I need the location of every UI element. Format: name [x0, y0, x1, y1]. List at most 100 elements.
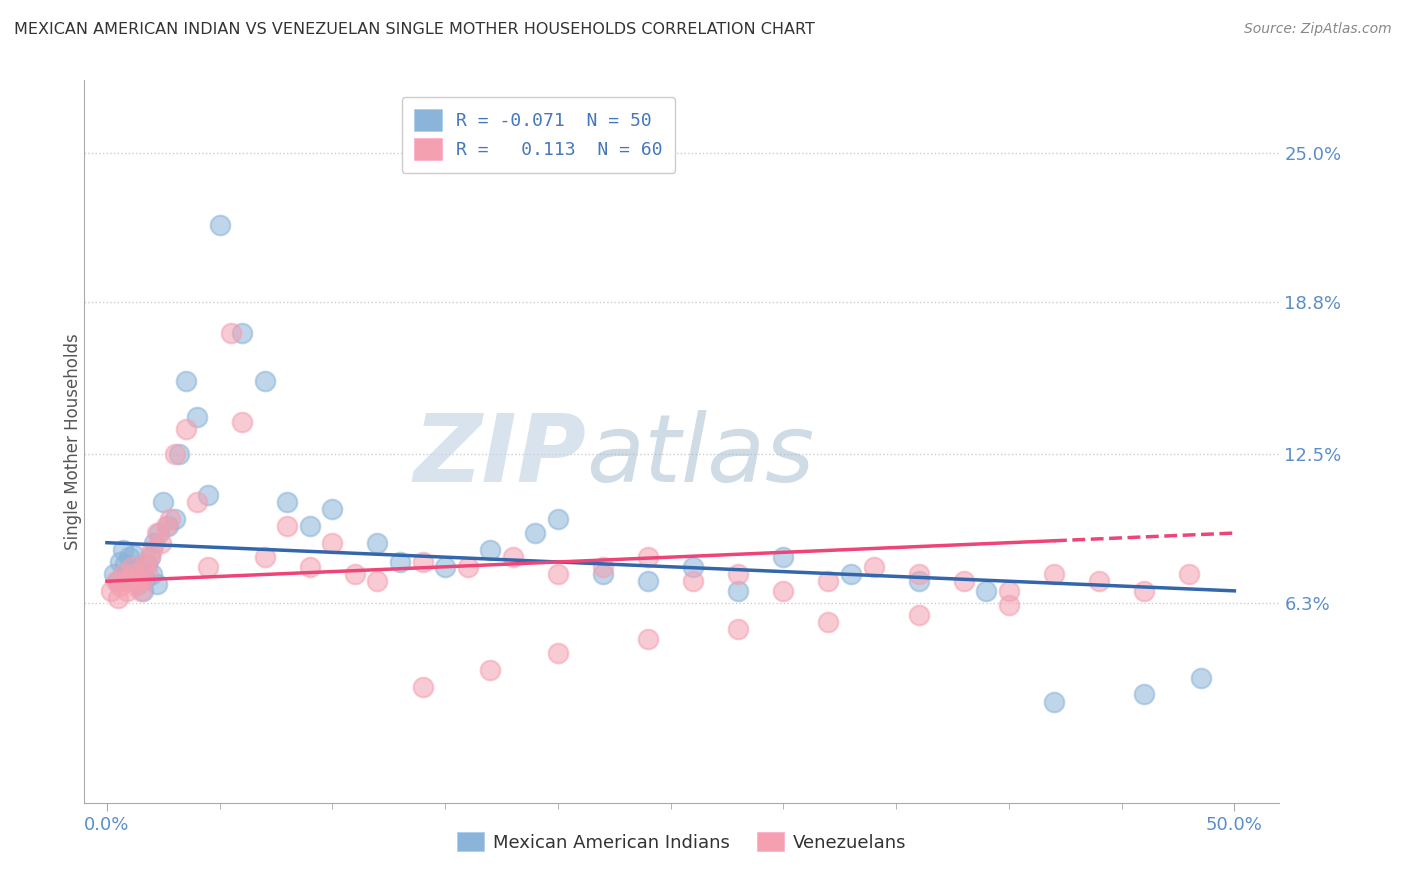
- Point: [276, 519, 298, 533]
- Point: [998, 583, 1021, 598]
- Point: [115, 565, 138, 579]
- Point: [129, 583, 152, 598]
- Point: [114, 558, 136, 572]
- Point: [132, 572, 155, 586]
- Point: [1189, 671, 1212, 685]
- Point: [907, 567, 929, 582]
- Point: [389, 555, 412, 569]
- Point: [167, 446, 190, 460]
- Point: [839, 567, 862, 582]
- Point: [125, 559, 148, 574]
- Point: [231, 415, 253, 429]
- Point: [998, 599, 1021, 613]
- Point: [174, 375, 197, 389]
- Point: [107, 574, 129, 589]
- Point: [1088, 574, 1111, 589]
- Point: [547, 647, 569, 661]
- Point: [122, 567, 145, 582]
- Point: [637, 550, 659, 565]
- Point: [524, 526, 547, 541]
- Point: [121, 559, 143, 574]
- Point: [479, 664, 502, 678]
- Point: [547, 511, 569, 525]
- Point: [682, 559, 704, 574]
- Point: [121, 562, 143, 576]
- Point: [122, 548, 145, 562]
- Point: [682, 574, 704, 589]
- Text: MEXICAN AMERICAN INDIAN VS VENEZUELAN SINGLE MOTHER HOUSEHOLDS CORRELATION CHART: MEXICAN AMERICAN INDIAN VS VENEZUELAN SI…: [14, 22, 815, 37]
- Point: [155, 519, 177, 533]
- Point: [298, 519, 321, 533]
- Point: [197, 487, 219, 501]
- Point: [174, 423, 197, 437]
- Point: [100, 583, 122, 598]
- Point: [141, 567, 163, 582]
- Point: [103, 567, 125, 582]
- Point: [502, 550, 524, 565]
- Point: [321, 535, 343, 549]
- Point: [547, 567, 569, 582]
- Point: [145, 526, 167, 541]
- Legend: Mexican American Indians, Venezuelans: Mexican American Indians, Venezuelans: [450, 825, 914, 859]
- Point: [1133, 583, 1156, 598]
- Point: [1043, 695, 1066, 709]
- Point: [115, 583, 138, 598]
- Point: [727, 567, 749, 582]
- Point: [276, 494, 298, 508]
- Point: [817, 574, 839, 589]
- Point: [141, 542, 163, 557]
- Text: ZIP: ZIP: [413, 410, 586, 502]
- Point: [134, 558, 156, 572]
- Point: [186, 410, 208, 425]
- Point: [727, 583, 749, 598]
- Point: [159, 511, 181, 525]
- Point: [132, 583, 155, 598]
- Point: [110, 555, 132, 569]
- Point: [104, 574, 127, 589]
- Point: [592, 567, 614, 582]
- Point: [139, 550, 162, 565]
- Point: [434, 559, 457, 574]
- Point: [772, 583, 794, 598]
- Point: [118, 550, 141, 565]
- Point: [150, 535, 173, 549]
- Point: [219, 326, 242, 341]
- Point: [253, 375, 276, 389]
- Y-axis label: Single Mother Households: Single Mother Households: [65, 334, 82, 549]
- Point: [637, 574, 659, 589]
- Point: [156, 519, 179, 533]
- Point: [136, 558, 159, 572]
- Point: [231, 326, 253, 341]
- Point: [186, 494, 208, 508]
- Point: [321, 502, 343, 516]
- Point: [208, 218, 231, 232]
- Point: [412, 555, 434, 569]
- Point: [298, 559, 321, 574]
- Point: [366, 574, 388, 589]
- Point: [127, 576, 149, 591]
- Point: [148, 526, 170, 541]
- Point: [952, 574, 974, 589]
- Point: [129, 569, 152, 583]
- Point: [976, 583, 998, 598]
- Point: [163, 511, 186, 525]
- Point: [907, 574, 929, 589]
- Point: [152, 494, 174, 508]
- Point: [592, 559, 614, 574]
- Point: [637, 632, 659, 646]
- Point: [110, 579, 132, 593]
- Point: [253, 550, 276, 565]
- Point: [862, 559, 884, 574]
- Point: [727, 623, 749, 637]
- Point: [107, 591, 129, 606]
- Point: [163, 446, 186, 460]
- Point: [143, 535, 166, 549]
- Point: [118, 572, 141, 586]
- Point: [1178, 567, 1201, 582]
- Point: [366, 535, 388, 549]
- Point: [1043, 567, 1066, 582]
- Point: [111, 542, 134, 557]
- Point: [457, 559, 479, 574]
- Point: [772, 550, 794, 565]
- Point: [343, 567, 366, 582]
